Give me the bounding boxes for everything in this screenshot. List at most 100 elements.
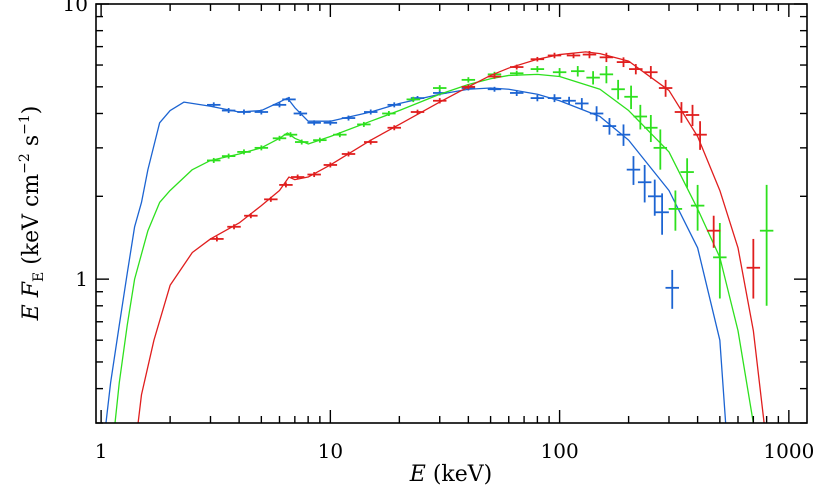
x-axis-label: E (keV) <box>409 462 492 487</box>
series-2-point-24 <box>658 79 673 97</box>
series-2-point-19 <box>582 50 597 59</box>
series-2-point-16 <box>530 56 545 62</box>
series-1-point-20 <box>599 66 614 84</box>
series-0-point-10 <box>363 109 378 115</box>
series-1-point-8 <box>333 132 347 138</box>
series-1-point-13 <box>461 77 476 83</box>
series-0-point-8 <box>323 120 338 126</box>
series-0-point-15 <box>487 86 502 92</box>
series-0-point-20 <box>575 98 589 110</box>
series-2-point-13 <box>461 84 476 90</box>
series-1-point-4 <box>272 135 287 141</box>
series-1-point-26 <box>668 190 683 231</box>
series-0-point-16 <box>509 89 524 97</box>
y-axis-label-exp1: −2 <box>17 153 33 174</box>
series-0-point-0 <box>207 102 221 108</box>
series-1-point-16 <box>530 66 545 73</box>
series-2-point-27 <box>693 121 707 150</box>
series-2-point-12 <box>433 98 447 104</box>
series-2-point-11 <box>410 109 425 115</box>
series-1-model-line <box>114 73 754 423</box>
series-1-point-27 <box>680 158 694 188</box>
series-0-point-26 <box>648 179 662 216</box>
series-2-point-21 <box>616 57 631 68</box>
y-axis-label-exp2: −1 <box>17 114 33 135</box>
series-1-point-25 <box>653 129 668 170</box>
series-1-point-7 <box>313 137 327 143</box>
y-tick-label-1: 1 <box>75 267 88 291</box>
series-1-point-0 <box>207 157 221 163</box>
series-1-point-23 <box>633 104 648 130</box>
series-1-point-24 <box>644 114 658 143</box>
series-2-point-28 <box>706 215 721 248</box>
x-tick-label-1000: 1000 <box>763 439 814 463</box>
series-0-point-18 <box>547 94 562 103</box>
series-0-model-line <box>105 87 727 423</box>
series-2-point-15 <box>509 64 524 70</box>
series-0-point-7 <box>307 120 321 126</box>
y-axis-label-sub: E <box>31 272 47 282</box>
series-1-point-17 <box>552 68 567 77</box>
series-1-point-3 <box>254 145 269 151</box>
x-axis-label-var: E <box>409 462 426 487</box>
series-1-point-30 <box>759 184 774 306</box>
series-layer <box>105 50 774 423</box>
series-1-point-6 <box>294 139 309 145</box>
y-axis-label-e: E <box>19 304 44 321</box>
series-0-point-24 <box>626 156 641 185</box>
series-1-point-15 <box>509 70 524 76</box>
series-1-point-2 <box>237 149 251 155</box>
series-0-point-11 <box>387 102 401 108</box>
y-axis-label-open: (keV cm <box>19 174 44 272</box>
series-2-point-18 <box>566 52 581 59</box>
series-0-point-4 <box>272 102 287 108</box>
series-1-point-28 <box>690 184 705 231</box>
x-axis-label-unit: (keV) <box>426 462 492 487</box>
series-1-point-9 <box>357 121 371 127</box>
series-0-point-17 <box>530 94 545 102</box>
tick-layer <box>96 3 807 424</box>
series-1 <box>114 66 774 423</box>
series-2-point-25 <box>674 102 689 123</box>
series-0-point-25 <box>637 164 652 203</box>
series-2-point-23 <box>644 66 658 79</box>
plot-frame <box>95 3 808 424</box>
series-0-point-19 <box>562 96 576 105</box>
series-0-point-1 <box>221 108 236 114</box>
series-0-point-22 <box>602 118 617 135</box>
y-axis-label-close: ) <box>19 106 44 115</box>
series-2-point-8 <box>341 151 356 157</box>
series-2-point-9 <box>363 139 378 145</box>
y-tick-label-10: 10 <box>63 0 88 16</box>
series-2-point-4 <box>279 182 293 188</box>
y-axis-label: E FE (keV cm−2 s−1) <box>17 106 47 322</box>
series-2-point-1 <box>227 224 241 230</box>
series-2-point-14 <box>487 74 502 79</box>
series-2-point-29 <box>746 238 761 299</box>
series-0-point-23 <box>616 124 631 146</box>
series-2-point-20 <box>599 52 614 63</box>
series-0-point-28 <box>665 269 679 309</box>
series-1-point-29 <box>713 222 727 299</box>
series-1-point-19 <box>586 71 600 85</box>
series-0-point-6 <box>293 110 308 116</box>
x-tick-label-100: 100 <box>541 439 579 463</box>
x-tick-label-1: 1 <box>95 439 108 463</box>
series-1-point-10 <box>382 110 396 116</box>
series-0-point-9 <box>341 115 356 121</box>
tick-label-layer: 1 10 100 1000 1 10 <box>63 0 815 463</box>
series-0 <box>105 85 727 423</box>
series-2-point-10 <box>387 125 401 131</box>
series-2-point-3 <box>264 196 278 202</box>
y-axis-label-mid: s <box>19 135 44 153</box>
series-1-point-12 <box>433 85 447 91</box>
series-0-point-2 <box>237 109 251 115</box>
series-2-point-7 <box>323 162 338 168</box>
series-2-point-6 <box>307 172 321 178</box>
series-0-point-27 <box>655 193 669 235</box>
y-axis-label-f: F <box>19 281 44 298</box>
series-2 <box>137 50 765 423</box>
series-1-point-21 <box>611 79 625 100</box>
x-tick-label-10: 10 <box>318 439 343 463</box>
